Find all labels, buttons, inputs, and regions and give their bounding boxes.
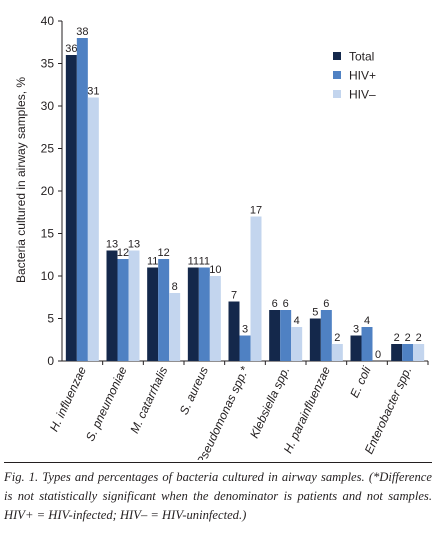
bar <box>402 344 414 361</box>
y-tick-label: 20 <box>41 184 55 198</box>
y-tick-label: 15 <box>41 227 55 241</box>
y-tick-label: 5 <box>47 312 54 326</box>
caption-divider <box>4 462 432 463</box>
x-category-label: M. catarrhalis <box>127 364 170 435</box>
bar-value-label: 5 <box>312 307 318 319</box>
y-tick-label: 10 <box>41 269 55 283</box>
legend-swatch <box>333 52 341 60</box>
y-tick-label: 40 <box>41 14 55 28</box>
y-tick-label: 30 <box>41 99 55 113</box>
bar-value-label: 13 <box>106 239 118 251</box>
bar <box>87 97 99 361</box>
bar-value-label: 36 <box>65 43 77 55</box>
legend-swatch <box>333 71 341 79</box>
y-tick-label: 0 <box>47 354 54 368</box>
y-tick-label: 35 <box>41 57 55 71</box>
bar-chart: Bacteria cultured in airway samples, % 0… <box>14 14 429 468</box>
figure-caption: Fig. 1. Types and percentages of bacteri… <box>4 470 432 522</box>
bar-value-label: 2 <box>334 332 340 344</box>
bar-value-label: 2 <box>405 332 411 344</box>
bar <box>169 293 181 361</box>
bar-value-label: 6 <box>283 298 289 310</box>
bar-value-label: 17 <box>250 205 262 217</box>
bar <box>291 327 303 361</box>
x-category-label: E. coli <box>347 364 374 400</box>
chart-svg: Bacteria cultured in airway samples, % 0… <box>14 14 429 468</box>
bar <box>239 335 251 361</box>
bar-value-label: 6 <box>323 298 329 310</box>
x-category-label: H. influenzae <box>47 364 89 434</box>
bar <box>391 344 403 361</box>
bar-value-label: 4 <box>364 315 370 327</box>
bar <box>361 327 373 361</box>
legend-swatch <box>333 90 341 98</box>
bar <box>320 310 332 361</box>
bar <box>117 259 129 361</box>
x-category-label: S. pneumoniae <box>83 364 130 443</box>
legend-label: Total <box>349 50 374 64</box>
bar-value-label: 10 <box>209 264 221 276</box>
bar <box>65 55 77 361</box>
bar-value-label: 4 <box>294 315 300 327</box>
bar <box>269 310 281 361</box>
bar <box>350 335 362 361</box>
bar <box>209 276 221 361</box>
bar-value-label: 2 <box>416 332 422 344</box>
bar <box>158 259 170 361</box>
bar-value-label: 13 <box>128 239 140 251</box>
bar <box>413 344 425 361</box>
bar <box>106 250 118 361</box>
x-category-label: Klebsiella spp. <box>247 364 292 440</box>
bar-value-label: 8 <box>172 281 178 293</box>
bar <box>128 250 140 361</box>
legend-label: HIV– <box>349 88 376 102</box>
bar-value-label: 11 <box>147 256 158 268</box>
bar-value-label: 3 <box>353 324 359 336</box>
y-tick-label: 25 <box>41 142 55 156</box>
bar <box>76 38 88 361</box>
bar-value-label: 3 <box>242 324 248 336</box>
bar-value-label: 7 <box>231 290 237 302</box>
bar <box>147 267 159 361</box>
bar-value-label: 12 <box>117 247 129 259</box>
bar <box>187 267 199 361</box>
bar-value-label: 11 <box>188 256 199 268</box>
legend: Total HIV+ HIV– <box>333 50 376 102</box>
bar-value-label: 0 <box>375 349 381 361</box>
bar-value-label: 2 <box>394 332 400 344</box>
bar-value-label: 38 <box>76 26 88 38</box>
bar-value-label: 12 <box>158 247 170 259</box>
bar <box>331 344 343 361</box>
bar-value-label: 6 <box>272 298 278 310</box>
bar <box>228 301 240 361</box>
legend-label: HIV+ <box>349 69 376 83</box>
bar <box>250 216 262 361</box>
x-category-label: S. aureus <box>177 364 211 416</box>
bar <box>309 318 321 361</box>
bar-value-label: 31 <box>87 86 99 98</box>
bar <box>280 310 292 361</box>
bar-value-label: 11 <box>199 256 210 268</box>
bar <box>198 267 210 361</box>
y-axis-label: Bacteria cultured in airway samples, % <box>14 77 28 283</box>
